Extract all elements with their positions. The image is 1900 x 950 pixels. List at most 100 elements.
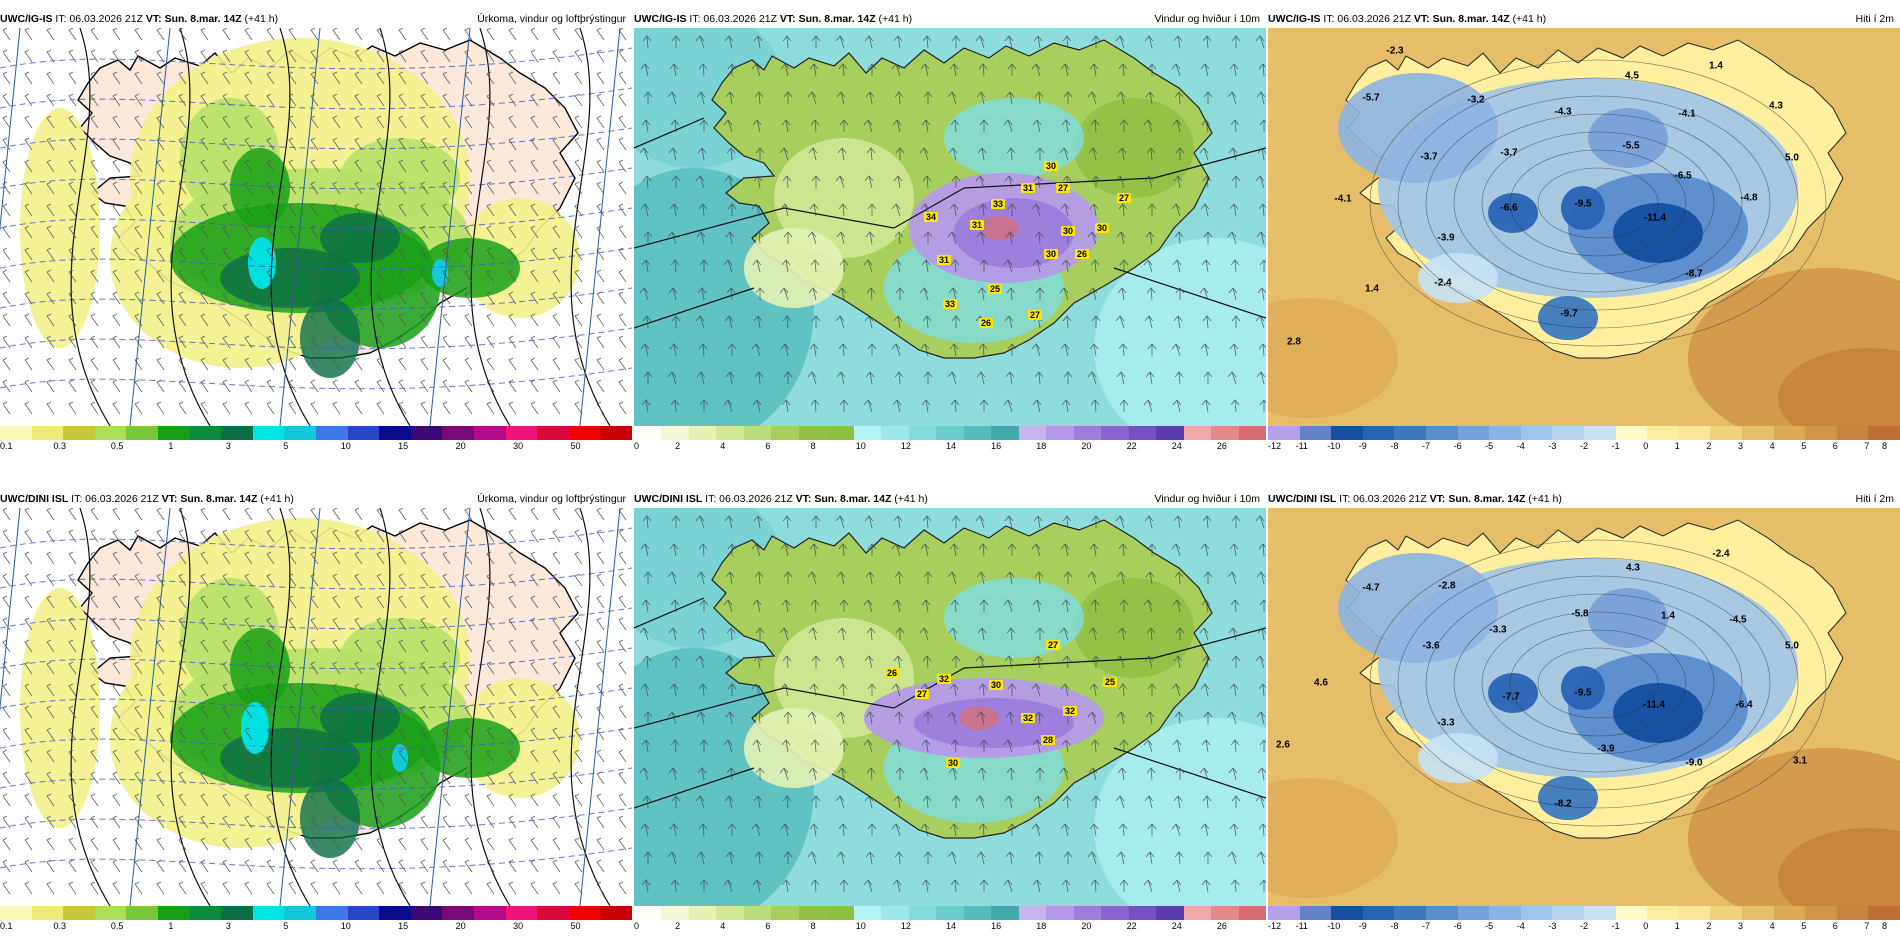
colorbar-swatch xyxy=(315,426,348,440)
colorbar-swatch xyxy=(189,426,222,440)
gust-label: 27 xyxy=(914,689,930,699)
colorbar-tick: 1 xyxy=(168,921,174,931)
colorbar-tick: 6 xyxy=(765,441,771,451)
colorbar-swatch xyxy=(31,906,64,920)
colorbar-swatch xyxy=(798,426,827,440)
colorbar-swatch xyxy=(1773,426,1806,440)
temperature-label: -6.5 xyxy=(1674,170,1692,182)
panel-header: UWC/IG-IS IT: 06.03.2026 21Z VT: Sun. 8.… xyxy=(1268,10,1900,28)
colorbar-tick: 3 xyxy=(1738,921,1744,931)
colorbar-swatch xyxy=(379,906,411,920)
colorbar-swatch xyxy=(1101,426,1129,440)
colorbar-swatch xyxy=(537,426,569,440)
colorbar-tick: -9 xyxy=(1358,441,1367,451)
colorbar-tick: -11 xyxy=(1295,441,1308,451)
colorbar-swatch xyxy=(1156,906,1184,920)
colorbar-swatch xyxy=(716,906,744,920)
temperature-label: -2.8 xyxy=(1438,580,1456,592)
colorbar-swatch xyxy=(1299,426,1332,440)
colorbar-swatch xyxy=(936,906,964,920)
model-name: UWC/DINI ISL xyxy=(1268,493,1337,505)
model-name: UWC/DINI ISL xyxy=(0,493,69,505)
colorbar-swatch xyxy=(126,906,158,920)
gust-label: 31 xyxy=(969,220,985,230)
colorbar-swatch xyxy=(94,426,127,440)
colorbar-tick: -1 xyxy=(1611,921,1620,931)
colorbar-swatch xyxy=(1238,906,1267,920)
colorbar-swatch xyxy=(94,906,127,920)
colorbar-swatch xyxy=(1836,906,1869,920)
colorbar-tick: 30 xyxy=(513,921,524,931)
temperature-label: -2.3 xyxy=(1386,45,1404,57)
colorbar-tick: -6 xyxy=(1453,441,1462,451)
colorbar-swatch xyxy=(1741,426,1774,440)
colorbar-swatch xyxy=(1018,426,1047,440)
colorbar-tick: 2 xyxy=(675,441,681,451)
colorbar-tick: 2 xyxy=(1706,921,1712,931)
temperature-label: -4.1 xyxy=(1334,193,1352,205)
colorbar-swatch xyxy=(1211,426,1239,440)
colorbar-tick: 3 xyxy=(1738,441,1744,451)
colorbar-swatch xyxy=(826,426,854,440)
colorbar-tick: 8 xyxy=(1882,441,1888,451)
gust-label: 31 xyxy=(1020,183,1036,193)
temp-colorbar-ticks: -12 -11 -10 -9 -8 -7 -6 -5 -4 -3 -2 -1 0 1 2 3 4 5 6 7 8 xyxy=(1268,441,1900,453)
colorbar-swatch xyxy=(1394,426,1426,440)
colorbar-swatch xyxy=(568,906,601,920)
colorbar-swatch xyxy=(157,906,190,920)
colorbar-tick: 22 xyxy=(1126,921,1137,931)
temperature-label: -3.3 xyxy=(1437,717,1455,729)
colorbar-tick: 2 xyxy=(675,921,681,931)
model-name: UWC/IG-IS xyxy=(634,13,687,25)
temperature-label: -11.4 xyxy=(1643,212,1667,224)
colorbar-tick: -12 xyxy=(1268,441,1282,451)
panel-title: Hiti í 2m xyxy=(1855,13,1894,25)
colorbar-swatch xyxy=(963,426,992,440)
colorbar-tick: 0.5 xyxy=(110,921,124,931)
temperature-label: 4.6 xyxy=(1314,677,1328,689)
colorbar-swatch xyxy=(936,426,964,440)
colorbar-swatch xyxy=(1238,426,1267,440)
colorbar-swatch xyxy=(410,426,443,440)
precip-colorbar-ticks: 0.1 0.3 0.5 1 3 5 10 15 20 30 50 xyxy=(0,921,632,933)
temperature-label: -8.2 xyxy=(1554,798,1572,810)
colorbar-tick: 10 xyxy=(340,921,351,931)
precip-colorbar xyxy=(0,906,632,920)
colorbar-swatch xyxy=(963,906,992,920)
temperature-label: 2.8 xyxy=(1287,336,1301,348)
temperature-label: -3.9 xyxy=(1437,232,1455,244)
colorbar-tick: 3 xyxy=(225,921,231,931)
gust-label: 26 xyxy=(884,668,900,678)
lead-time: (+41 h) xyxy=(894,493,928,505)
colorbar-swatch xyxy=(908,426,937,440)
wind-svg xyxy=(634,508,1266,906)
colorbar-swatch xyxy=(221,906,253,920)
temp-map: 4.3 -2.4 -4.7 -2.8 -5.8 1.4 -4.5 -3.3 -3.6 5.0 4.6… xyxy=(1268,508,1900,906)
temperature-label: 5.0 xyxy=(1785,152,1799,164)
colorbar-swatch xyxy=(1156,426,1184,440)
lead-time: (+41 h) xyxy=(878,13,913,25)
colorbar-swatch xyxy=(600,906,632,920)
panel-header: UWC/IG-IS IT: 06.03.2026 21Z VT: Sun. 8.… xyxy=(634,10,1266,28)
temperature-label: -3.7 xyxy=(1500,147,1518,159)
colorbar-tick: 20 xyxy=(1081,441,1092,451)
colorbar-swatch xyxy=(63,426,95,440)
gust-label: 27 xyxy=(1116,193,1132,203)
colorbar-tick: 8 xyxy=(810,441,816,451)
gust-label: 30 xyxy=(1043,161,1059,171)
temperature-label: -3.2 xyxy=(1467,94,1485,106)
temperature-label: -4.5 xyxy=(1729,614,1747,626)
precip-colorbar xyxy=(0,426,632,440)
colorbar-swatch xyxy=(600,426,632,440)
init-time: IT: 06.03.2026 21Z xyxy=(1323,13,1411,25)
colorbar-tick: -7 xyxy=(1422,441,1431,451)
valid-time: VT: Sun. 8.mar. 14Z xyxy=(1413,13,1510,25)
panel-title: Úrkoma, vindur og loftþrýstingur xyxy=(477,13,626,25)
gust-label: 33 xyxy=(942,299,958,309)
colorbar-tick: 6 xyxy=(1832,441,1838,451)
wind-map: 30 31 27 33 27 34 31 30 30 30 26 31 25 33 26 27 xyxy=(634,28,1266,426)
colorbar-tick: 8 xyxy=(810,921,816,931)
temperature-label: -5.7 xyxy=(1362,92,1380,104)
colorbar-tick: 7 xyxy=(1864,921,1870,931)
temperature-label: 2.6 xyxy=(1276,739,1290,751)
